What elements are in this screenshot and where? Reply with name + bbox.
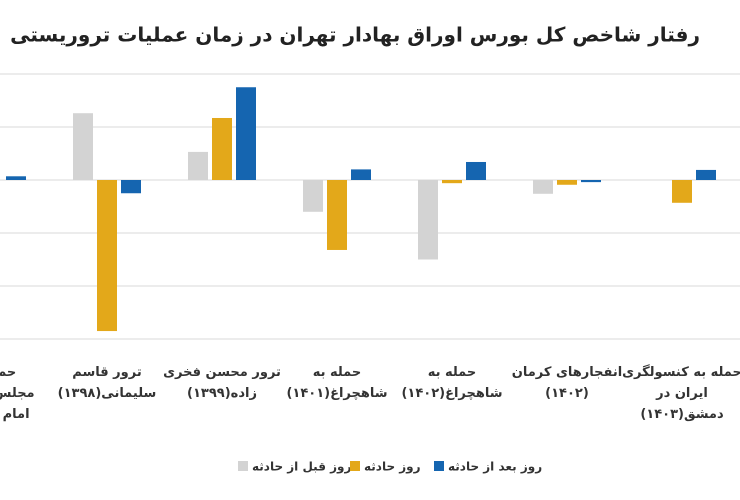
x-tick-label: ترور محسن فخری زاده(۱۳۹۹) xyxy=(163,365,281,401)
legend-swatch xyxy=(350,461,360,471)
legend-swatch xyxy=(434,461,444,471)
legend-label: روز قبل از حادثه xyxy=(252,460,351,475)
legend-label: روز بعد از حادثه xyxy=(448,460,542,475)
bar xyxy=(236,87,256,180)
bar xyxy=(212,117,232,180)
bar xyxy=(188,151,208,180)
legend-label: روز حادثه xyxy=(364,460,421,475)
bar xyxy=(672,180,692,203)
bar xyxy=(533,180,553,194)
bar xyxy=(557,180,577,185)
bar xyxy=(351,169,371,180)
bar xyxy=(6,176,26,180)
bar xyxy=(581,180,601,183)
bar xyxy=(97,180,117,332)
x-tick-label: ترور قاسم سلیمانی(۱۳۹۸) xyxy=(58,365,157,401)
x-tick-label: حمله به کنسولگری ایران در دمشق(۱۴۰۳) xyxy=(622,364,740,422)
bar xyxy=(327,180,347,250)
legend-swatch xyxy=(238,461,248,471)
x-tick-label: انفجارهای کرمان (۱۴۰۲) xyxy=(512,365,622,401)
x-tick-label: حمله به شاهچراغ(۱۴۰۱) xyxy=(286,365,387,401)
bar xyxy=(73,113,93,180)
bar xyxy=(696,169,716,180)
bar xyxy=(418,180,438,260)
x-tick-label: حمله به شاهچراغ(۱۴۰۲) xyxy=(401,365,502,401)
chart-title: رفتار شاخص کل بورس اوراق بهادار تهران در… xyxy=(10,23,700,47)
x-tick-label: حمله بهمجلس و حرمامام (۱۳۹۶) xyxy=(0,365,35,422)
bar xyxy=(466,161,486,180)
bar xyxy=(303,180,323,212)
bar xyxy=(121,180,141,194)
bar xyxy=(442,180,462,184)
